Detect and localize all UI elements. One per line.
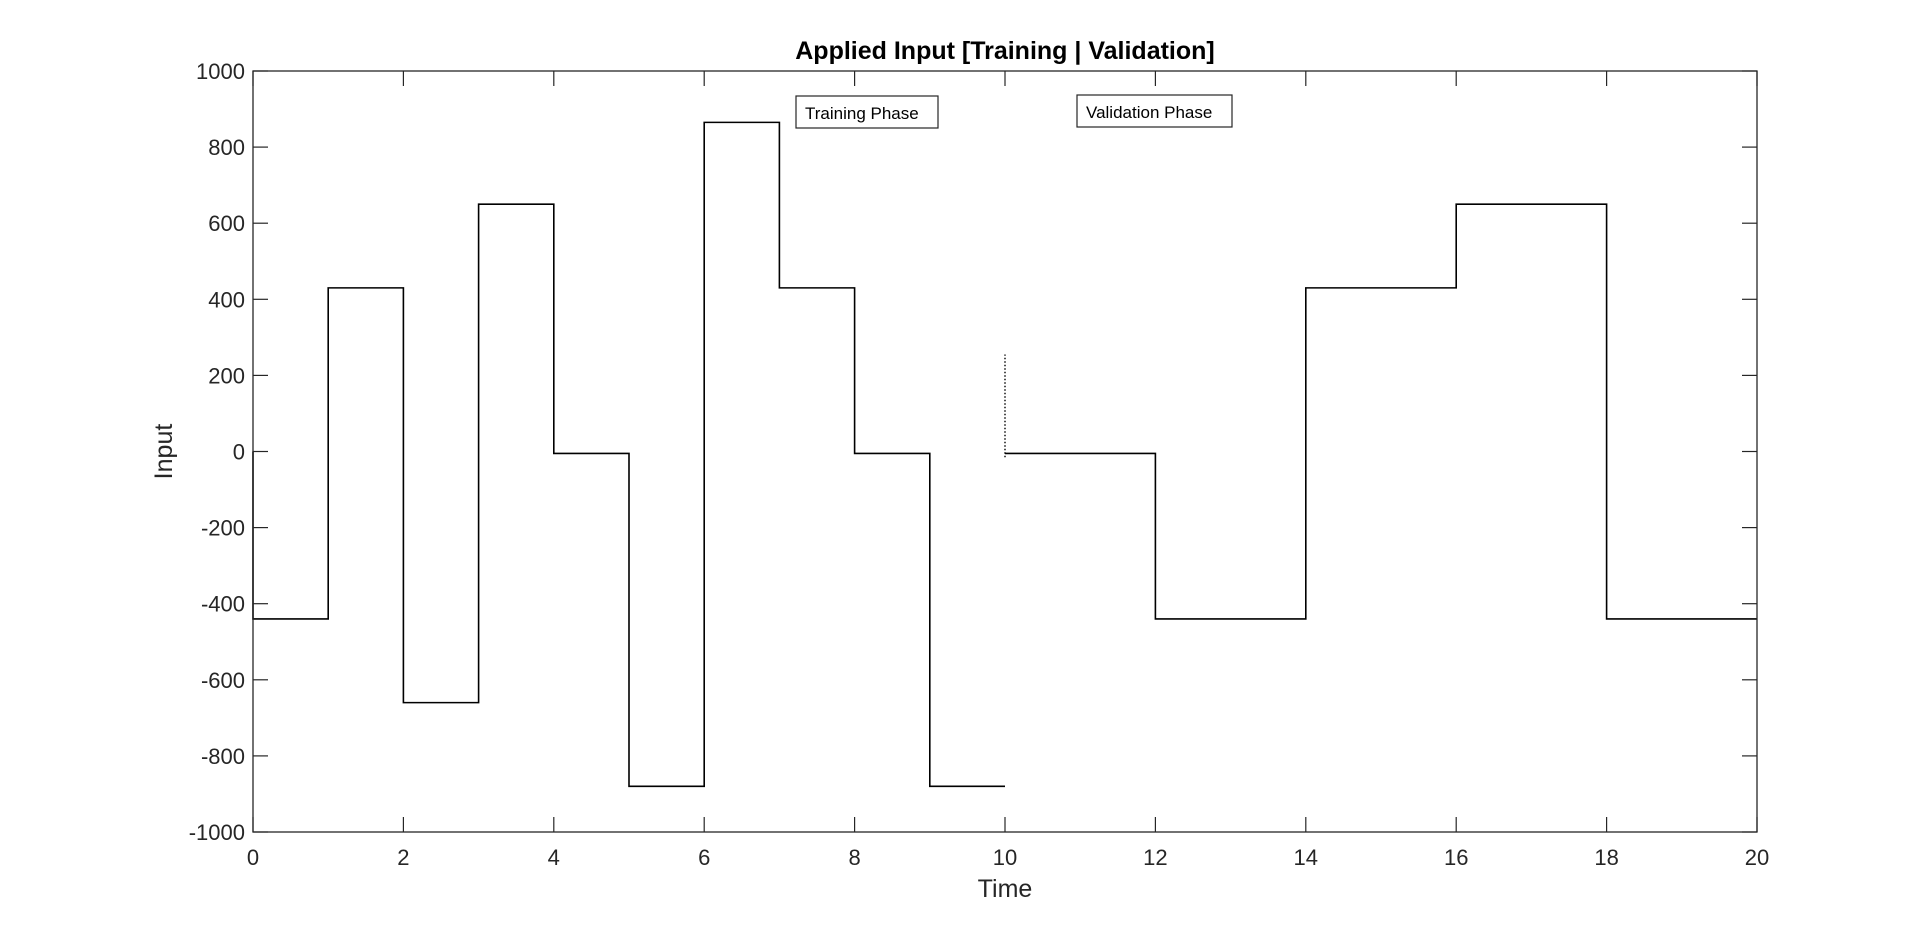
y-tick-label: 800 [208, 135, 245, 160]
y-tick-label: -400 [201, 592, 245, 617]
x-tick-label: 14 [1294, 845, 1318, 870]
series-line-3 [1005, 203, 1757, 620]
y-tick-label: 400 [208, 287, 245, 312]
annotation-training-text: Training Phase [805, 104, 919, 123]
y-tick-label: -1000 [189, 820, 245, 845]
annotation-validation-text: Validation Phase [1086, 103, 1212, 122]
x-tick-label: 12 [1143, 845, 1167, 870]
x-tick-label: 20 [1745, 845, 1769, 870]
y-tick-label: 1000 [196, 59, 245, 84]
y-tick-label: -200 [201, 516, 245, 541]
y-tick-label: 200 [208, 363, 245, 388]
x-tick-labels: 0 2 4 6 8 10 12 14 16 18 20 [247, 845, 1769, 870]
chart-title: Applied Input [Training | Validation] [795, 37, 1214, 65]
series-line-1 [252, 121, 1005, 788]
y-tick-label: -800 [201, 744, 245, 769]
y-axis-label: Input [150, 424, 178, 480]
x-tick-label: 8 [848, 845, 860, 870]
x-tick-label: 0 [247, 845, 259, 870]
y-tick-labels: -1000 -800 -600 -400 -200 0 200 400 600 800 1000 [189, 59, 245, 845]
tick-marks [252, 70, 1758, 833]
y-tick-label: 0 [233, 440, 245, 465]
x-tick-label: 18 [1594, 845, 1618, 870]
y-tick-label: -600 [201, 668, 245, 693]
x-axis-label: Time [978, 875, 1033, 903]
annotation-validation-box [1076, 94, 1233, 128]
annotation-training: Training Phase [795, 95, 939, 129]
annotation-validation: Validation Phase [1076, 94, 1233, 128]
x-tick-label: 4 [548, 845, 560, 870]
annotation-training-box [795, 95, 939, 129]
x-tick-label: 16 [1444, 845, 1468, 870]
x-tick-label: 2 [397, 845, 409, 870]
x-tick-label: 10 [993, 845, 1017, 870]
y-tick-label: 600 [208, 211, 245, 236]
x-tick-label: 6 [698, 845, 710, 870]
series-layer [252, 121, 1757, 788]
